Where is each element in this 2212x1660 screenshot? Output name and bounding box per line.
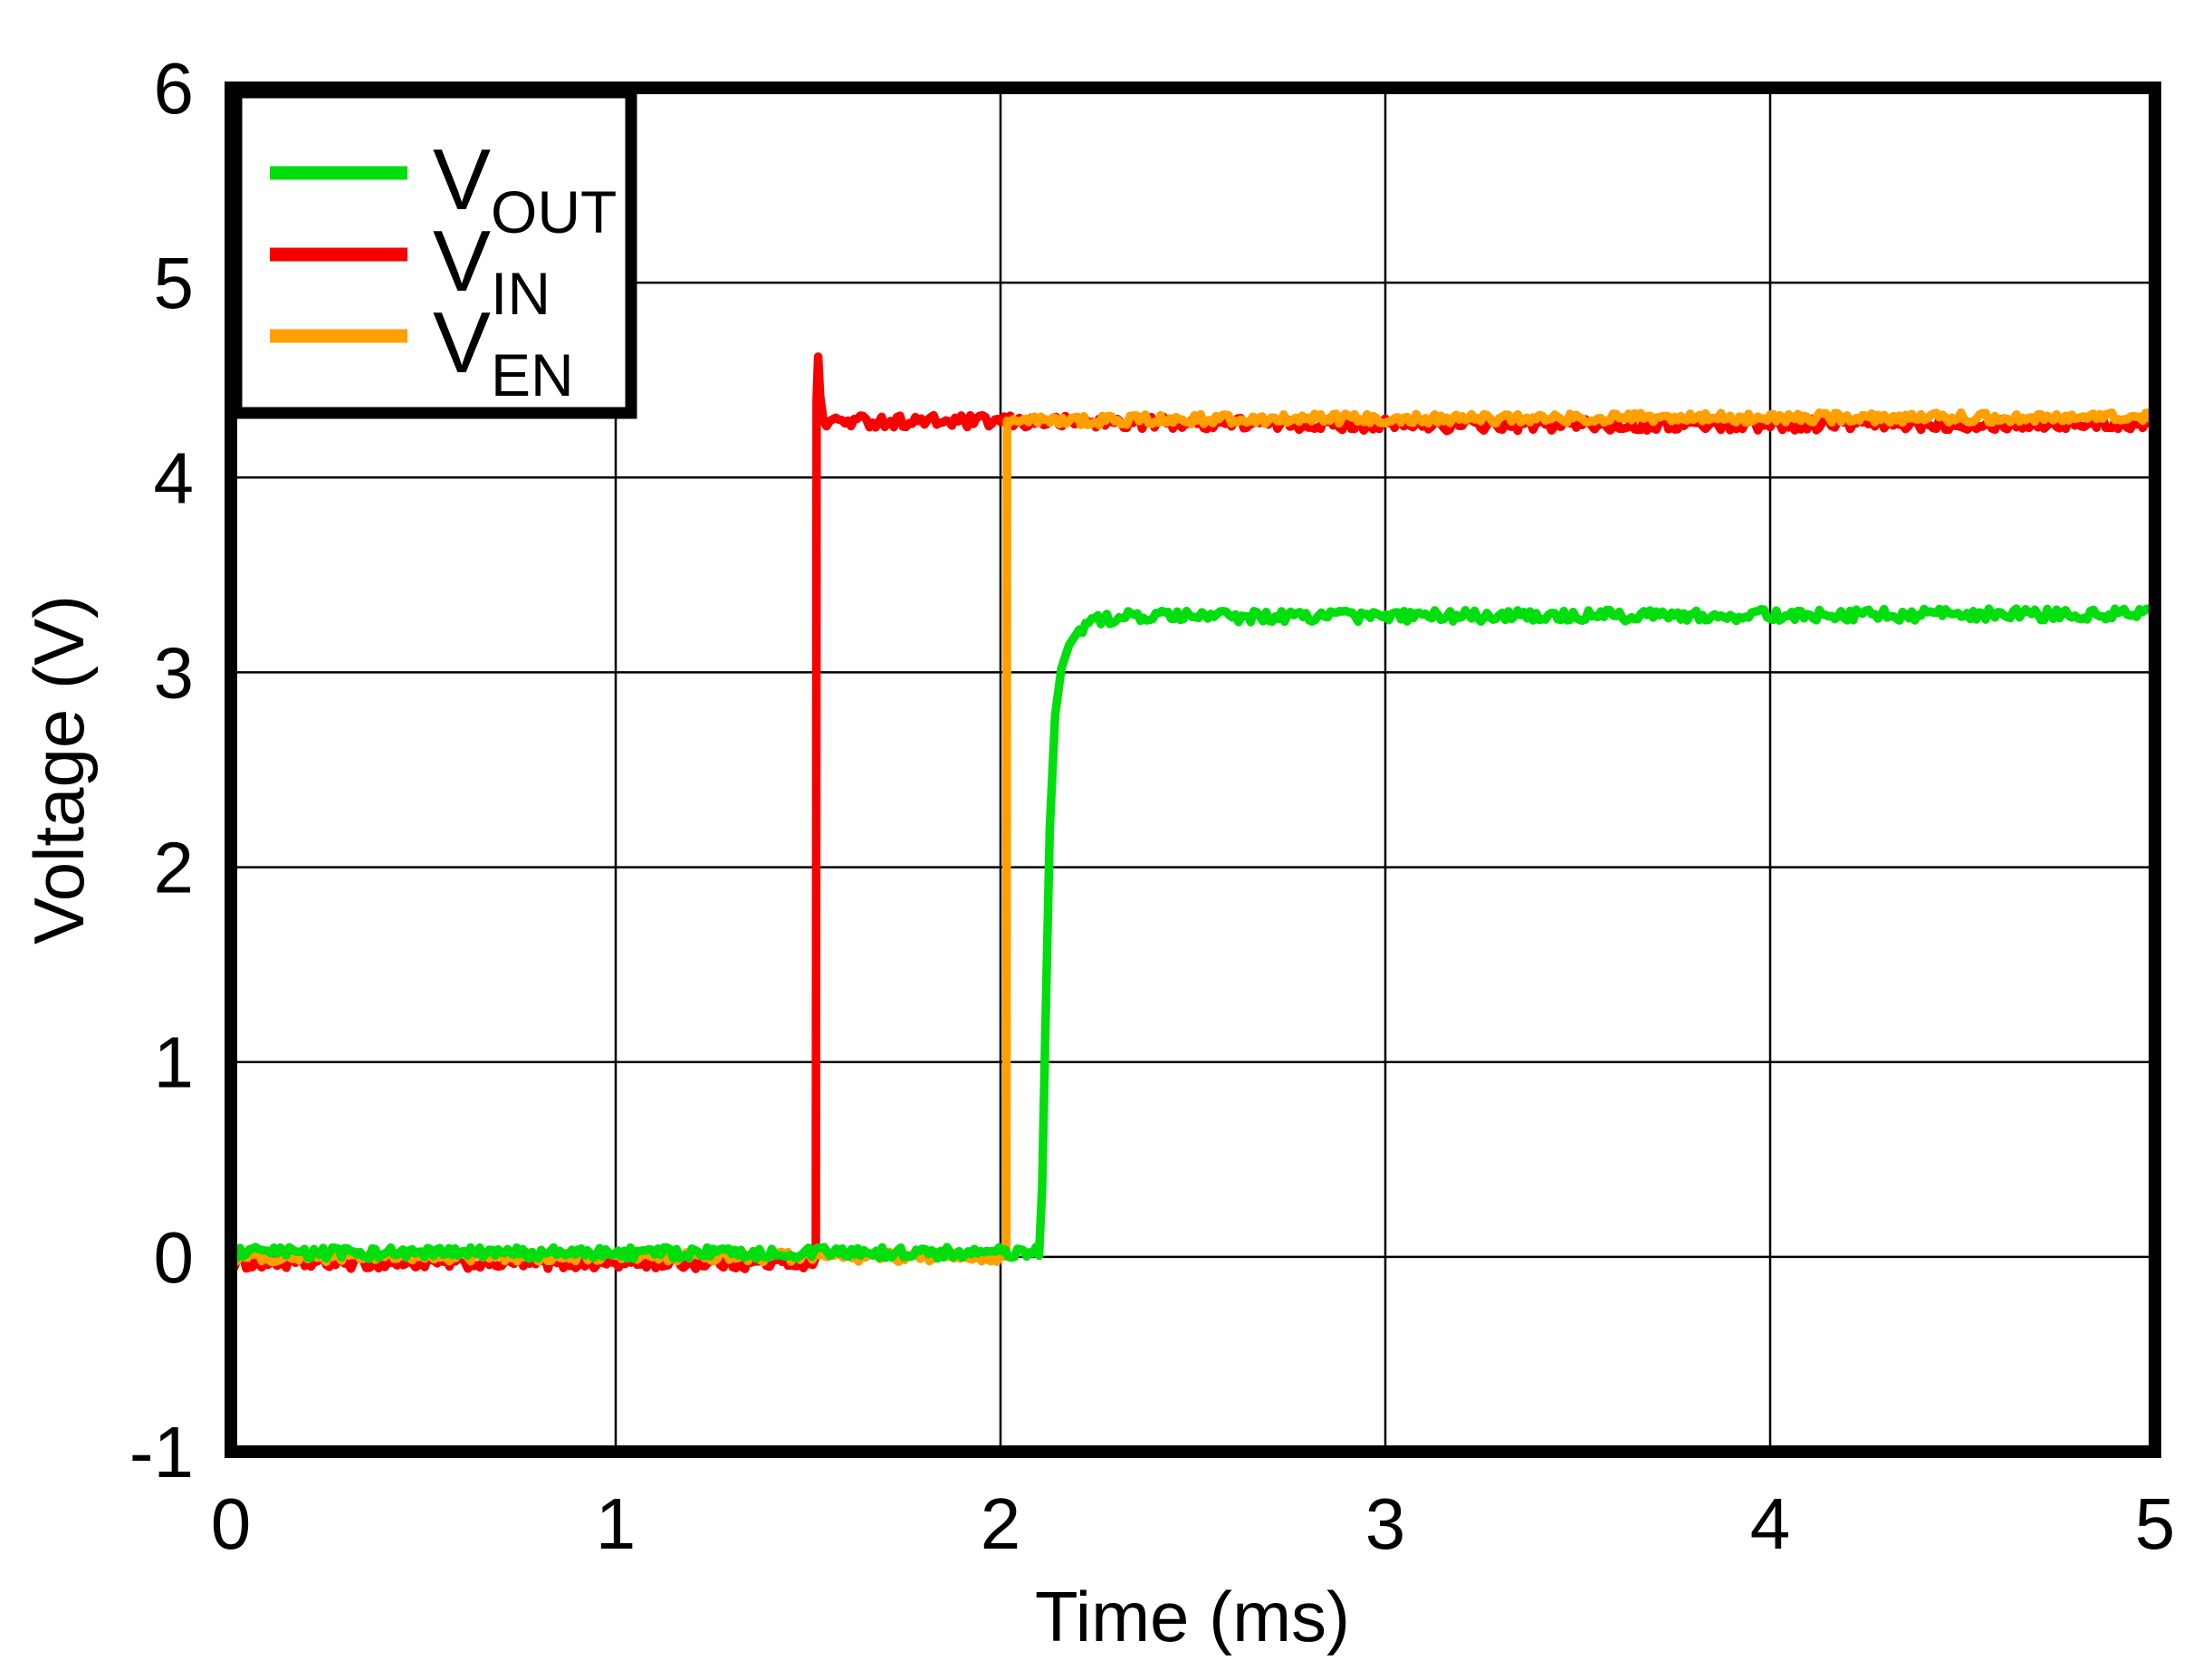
legend-row-ven: VEN: [270, 294, 574, 408]
gridlines: [231, 88, 2155, 1452]
x-tick-label: 2: [981, 1483, 1021, 1564]
y-tick-label: 1: [154, 1022, 195, 1103]
traces: [231, 352, 2155, 1273]
y-tick-label: 5: [154, 243, 195, 323]
y-tick-label: -1: [129, 1412, 194, 1492]
y-axis-title: Voltage (V): [19, 595, 99, 945]
legend-label: VOUT: [433, 131, 617, 245]
y-tick-label: 2: [154, 828, 195, 908]
plot-frame: [225, 82, 2161, 1458]
y-tick-label: 4: [154, 437, 195, 518]
x-tick-label: 3: [1365, 1483, 1406, 1564]
legend-label: VEN: [433, 294, 574, 408]
legend-row-vout: VOUT: [270, 131, 617, 245]
x-tick-label: 5: [2135, 1483, 2176, 1564]
x-axis-title: Time (ms): [1035, 1577, 1350, 1656]
legend-label: VIN: [433, 213, 551, 327]
x-tick-label: 1: [596, 1483, 637, 1564]
x-tick-label: 0: [211, 1483, 252, 1564]
y-tick-label: 0: [154, 1217, 195, 1298]
legend-row-vin: VIN: [270, 213, 551, 327]
x-tick-label: 4: [1750, 1483, 1791, 1564]
y-tick-label: 3: [154, 632, 195, 713]
y-axis-tick-labels: 6 5 4 3 2 1 0 -1: [129, 48, 194, 1492]
x-axis-tick-labels: 0 1 2 3 4 5: [211, 1483, 2176, 1564]
trace-ven: [231, 408, 2155, 1267]
y-tick-label: 6: [154, 48, 195, 129]
trace-vout: [231, 604, 2155, 1263]
